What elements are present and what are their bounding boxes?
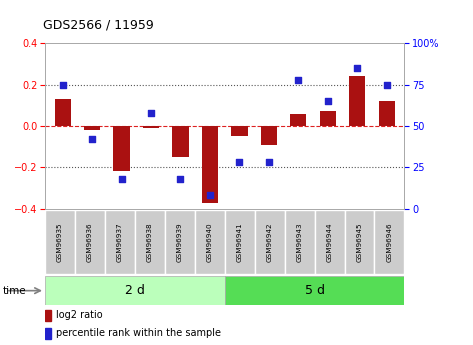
Bar (231, 126, 247, 136)
Text: GSM96937: GSM96937 (117, 223, 123, 262)
Bar (315, 210, 344, 274)
Bar (45, 276, 225, 305)
Text: GSM96941: GSM96941 (236, 223, 243, 262)
Point (265, 160, 272, 165)
Text: GSM96942: GSM96942 (267, 223, 272, 262)
Bar (143, 126, 159, 128)
Bar (45, 328, 52, 339)
Point (59, 82, 66, 87)
Text: GSM96939: GSM96939 (177, 223, 183, 262)
Bar (375, 210, 404, 274)
Point (88, 136, 96, 142)
Bar (225, 210, 254, 274)
Bar (378, 101, 395, 126)
Point (383, 82, 391, 87)
Point (295, 77, 302, 82)
Bar (254, 210, 285, 274)
Text: 2 d: 2 d (125, 284, 145, 297)
Point (353, 65, 361, 71)
Bar (45, 210, 75, 274)
Point (206, 193, 214, 198)
Text: GSM96943: GSM96943 (297, 223, 303, 262)
Text: time: time (2, 286, 26, 296)
Bar (172, 126, 189, 157)
Point (324, 98, 332, 104)
Bar (84, 126, 100, 130)
Text: log2 ratio: log2 ratio (56, 310, 102, 320)
Bar (225, 276, 404, 305)
Text: GSM96944: GSM96944 (326, 223, 333, 262)
Text: percentile rank within the sample: percentile rank within the sample (56, 328, 221, 338)
Bar (54, 99, 71, 126)
Bar (290, 114, 307, 126)
Bar (202, 126, 218, 203)
Bar (261, 126, 277, 145)
Text: GSM96946: GSM96946 (386, 223, 393, 262)
Text: GSM96936: GSM96936 (87, 223, 93, 262)
Point (177, 176, 184, 182)
Bar (135, 210, 165, 274)
Point (147, 110, 155, 116)
Bar (105, 210, 135, 274)
Bar (195, 210, 225, 274)
Point (236, 160, 243, 165)
Text: GSM96935: GSM96935 (57, 223, 63, 262)
Bar (349, 76, 365, 126)
Bar (165, 210, 195, 274)
Bar (285, 210, 315, 274)
Bar (45, 310, 52, 321)
Text: GSM96940: GSM96940 (207, 223, 213, 262)
Text: 5 d: 5 d (305, 284, 324, 297)
Bar (320, 111, 336, 126)
Bar (75, 210, 105, 274)
Text: GSM96945: GSM96945 (357, 223, 362, 262)
Text: GDS2566 / 11959: GDS2566 / 11959 (43, 18, 153, 31)
Bar (344, 210, 375, 274)
Text: GSM96938: GSM96938 (147, 223, 153, 262)
Bar (114, 126, 130, 171)
Point (118, 176, 125, 182)
